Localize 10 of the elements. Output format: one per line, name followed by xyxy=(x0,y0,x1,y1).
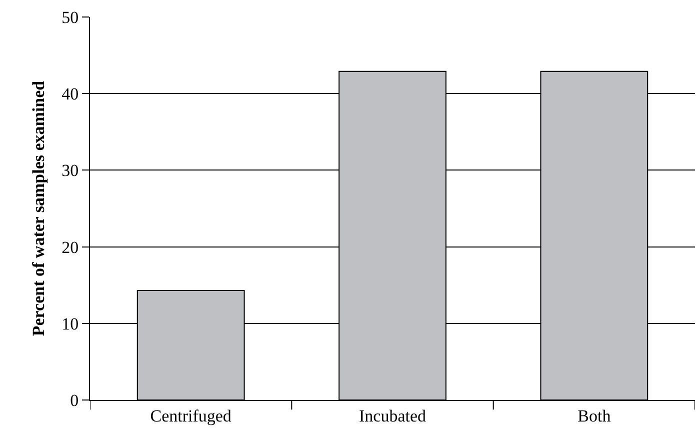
y-axis-title: Percent of water samples examined xyxy=(29,80,48,336)
y-tick-label: 0 xyxy=(70,390,79,410)
y-tick-label: 20 xyxy=(62,238,79,257)
y-tick-label: 10 xyxy=(62,314,79,334)
x-tick-label: Both xyxy=(578,406,612,426)
y-tick-label: 30 xyxy=(62,161,79,180)
x-tick-label: Centrifuged xyxy=(150,406,232,426)
y-tick-label: 50 xyxy=(62,8,79,27)
y-tick-label: 40 xyxy=(62,84,79,104)
x-tick-label: Incubated xyxy=(358,406,427,426)
